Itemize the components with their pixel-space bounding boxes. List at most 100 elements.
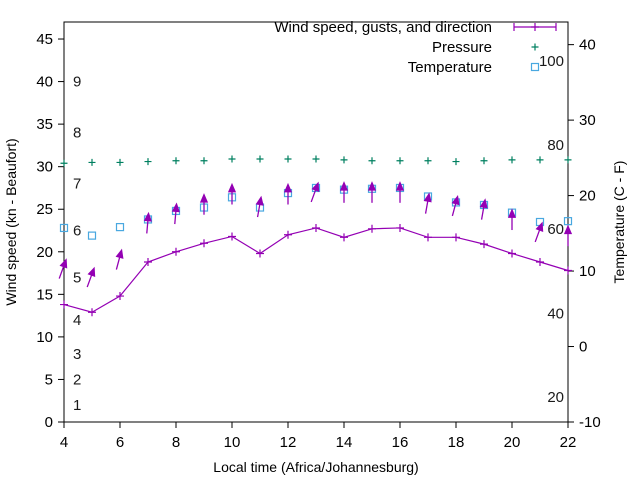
wind-speed-point [480, 240, 488, 249]
y2-axis-label: Temperature (C - F) [611, 161, 627, 284]
wind-speed-point [424, 233, 432, 242]
fahrenheit-label: 60 [547, 221, 564, 238]
pressure-point [536, 156, 544, 164]
wind-speed-point [172, 247, 180, 256]
fahrenheit-label: 40 [547, 305, 564, 322]
x-tick-label: 6 [116, 434, 124, 451]
x-tick-label: 8 [172, 434, 180, 451]
gust-arrow [507, 208, 517, 231]
y2-tick-label: 10 [579, 263, 596, 280]
beaufort-label: 6 [73, 223, 81, 240]
gust-arrow [534, 221, 544, 243]
wind-speed-point [368, 224, 376, 233]
y-tick-label: 30 [36, 159, 53, 176]
wind-speed-point [452, 233, 460, 242]
fahrenheit-label: 100 [539, 53, 564, 70]
fahrenheit-label: 80 [547, 137, 564, 154]
pressure-point [60, 159, 68, 167]
gust-arrow [255, 195, 264, 218]
beaufort-label: 7 [73, 176, 81, 193]
pressure-point [564, 156, 572, 164]
wind-speed-point [256, 249, 264, 258]
y-tick-label: 20 [36, 244, 53, 261]
beaufort-label: 4 [73, 312, 81, 329]
gust-arrow [199, 193, 209, 215]
gust-arrow [171, 202, 180, 225]
gust-arrow [563, 224, 573, 247]
pressure-point [480, 157, 488, 165]
gust-arrow [58, 258, 68, 279]
y2-tick-label: 40 [579, 37, 596, 54]
pressure-point [88, 158, 96, 166]
temperature-point [59, 223, 69, 233]
y-tick-label: 25 [36, 201, 53, 218]
beaufort-label: 1 [73, 397, 81, 414]
pressure-point [312, 155, 320, 163]
wind-speed-point [144, 258, 152, 266]
pressure-point [424, 157, 432, 165]
y-axis-label: Wind speed (kn - Beaufort) [3, 138, 19, 305]
wind-speed-point [284, 230, 292, 239]
y-tick-label: 5 [45, 371, 53, 388]
y2-tick-label: 0 [579, 339, 587, 356]
wind-speed-point [564, 266, 572, 275]
pressure-point [116, 158, 124, 166]
pressure-point [368, 157, 376, 165]
beaufort-label: 2 [73, 371, 81, 388]
legend-label-0: Wind speed, gusts, and direction [274, 19, 492, 36]
beaufort-label: 5 [73, 269, 81, 286]
gust-arrow [115, 248, 124, 270]
pressure-point [144, 158, 152, 166]
beaufort-label: 3 [73, 346, 81, 363]
x-tick-label: 16 [392, 434, 409, 451]
wind-speed-point [508, 249, 516, 258]
y-tick-label: 10 [36, 329, 53, 346]
pressure-point [228, 155, 236, 163]
x-axis-label: Local time (Africa/Johannesburg) [213, 459, 418, 475]
y2-tick-label: 30 [579, 112, 596, 129]
x-tick-label: 4 [60, 434, 68, 451]
y2-tick-label: 20 [579, 188, 596, 205]
wind-speed-point [116, 292, 124, 301]
legend-key-marker-1 [531, 43, 539, 51]
pressure-point [200, 157, 208, 165]
temperature-point [87, 231, 97, 240]
gust-arrow [451, 195, 460, 217]
legend-key-marker-2 [530, 62, 540, 72]
wind-speed-point [200, 239, 208, 248]
pressure-point [256, 155, 264, 163]
pressure-point [340, 156, 348, 164]
wind-speed-point [396, 223, 404, 232]
beaufort-label: 8 [73, 125, 81, 142]
wind-speed-point [312, 223, 320, 232]
x-tick-label: 10 [224, 434, 241, 451]
x-tick-label: 20 [504, 434, 521, 451]
fahrenheit-label: 20 [547, 389, 564, 406]
wind-speed-point [88, 308, 96, 317]
gust-arrow [395, 181, 405, 203]
gust-arrow [310, 181, 320, 203]
y2-tick-label: -10 [579, 414, 601, 431]
wind-speed-point [340, 233, 348, 242]
y-tick-label: 40 [36, 74, 53, 91]
wind-speed-point [536, 258, 544, 266]
y-tick-label: 15 [36, 286, 53, 303]
legend-label-2: Temperature [408, 59, 492, 76]
y-tick-label: 0 [45, 414, 53, 431]
wind-speed-point [60, 300, 68, 309]
gust-arrow [227, 182, 237, 205]
pressure-point [396, 157, 404, 165]
y-tick-label: 45 [36, 31, 53, 48]
x-tick-label: 14 [336, 434, 353, 451]
gust-arrow [423, 192, 432, 214]
gust-arrow [367, 181, 377, 203]
x-tick-label: 22 [560, 434, 577, 451]
gust-arrow [86, 266, 96, 288]
pressure-point [284, 155, 292, 163]
y-tick-label: 35 [36, 116, 53, 133]
beaufort-label: 9 [73, 74, 81, 91]
plot-border [63, 21, 569, 423]
x-tick-label: 12 [280, 434, 297, 451]
